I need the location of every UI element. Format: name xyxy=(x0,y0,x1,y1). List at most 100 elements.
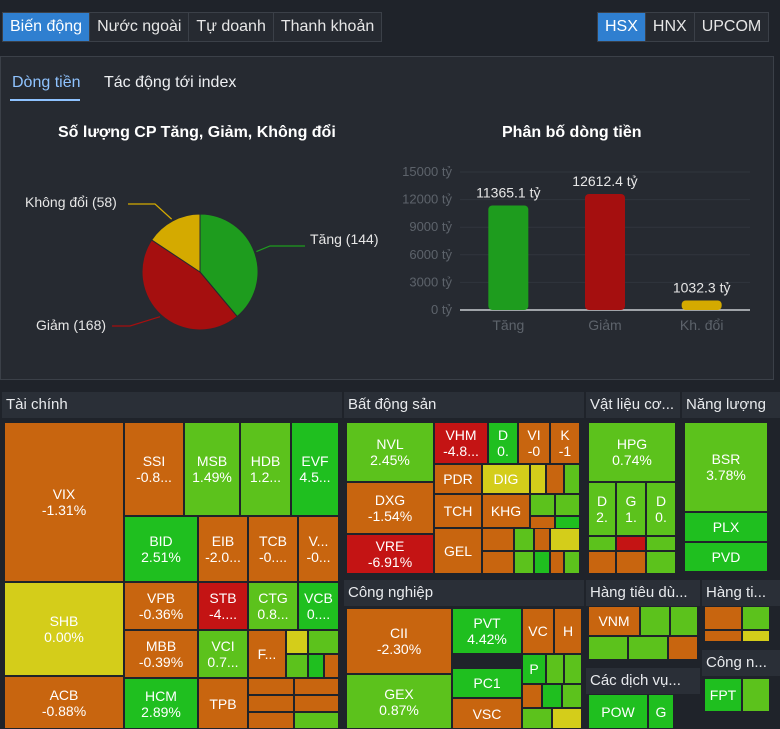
stock-tile[interactable]: D 0. xyxy=(646,482,676,536)
stock-tile-small[interactable] xyxy=(324,654,339,678)
stock-tile-small[interactable] xyxy=(308,630,339,654)
tab-tu-doanh[interactable]: Tự doanh xyxy=(189,13,274,41)
stock-tile[interactable]: GEX 0.87% xyxy=(346,674,452,729)
stock-tile[interactable]: VRE -6.91% xyxy=(346,534,434,574)
stock-tile-small[interactable] xyxy=(514,551,534,574)
stock-tile-small[interactable] xyxy=(530,464,546,494)
stock-tile[interactable]: PC1 xyxy=(452,668,522,698)
stock-tile-small[interactable] xyxy=(248,678,294,695)
stock-tile[interactable]: CTG 0.8... xyxy=(248,582,298,630)
stock-tile[interactable]: D 2. xyxy=(588,482,616,536)
stock-tile[interactable]: D 0. xyxy=(488,422,518,464)
stock-tile-small[interactable] xyxy=(534,551,550,574)
stock-tile[interactable]: VIX -1.31% xyxy=(4,422,124,582)
sector-title[interactable]: Bất động sản xyxy=(344,392,584,418)
stock-tile-small[interactable] xyxy=(294,695,339,712)
stock-tile[interactable]: VCI 0.7... xyxy=(198,630,248,678)
stock-tile[interactable]: KHG xyxy=(482,494,530,528)
tab-nuoc-ngoai[interactable]: Nước ngoài xyxy=(90,13,190,41)
stock-tile-small[interactable] xyxy=(616,551,646,574)
stock-tile-small[interactable] xyxy=(640,606,670,636)
stock-tile[interactable]: TCH xyxy=(434,494,482,528)
stock-tile-small[interactable] xyxy=(742,630,770,642)
sector-title[interactable]: Năng lượng xyxy=(682,392,780,418)
stock-tile-small[interactable] xyxy=(564,464,580,494)
stock-tile-small[interactable] xyxy=(704,630,742,642)
stock-tile[interactable]: VHM -4.8... xyxy=(434,422,488,464)
stock-tile[interactable]: BSR 3.78% xyxy=(684,422,768,512)
stock-tile[interactable]: SSI -0.8... xyxy=(124,422,184,516)
stock-tile[interactable]: PLX xyxy=(684,512,768,542)
stock-tile-small[interactable] xyxy=(542,684,562,708)
stock-tile[interactable]: F... xyxy=(248,630,286,678)
tab-thanh-khoan[interactable]: Thanh khoản xyxy=(273,13,382,41)
sector-title[interactable]: Hàng ti... xyxy=(702,580,780,606)
stock-tile[interactable]: VSC xyxy=(452,698,522,729)
stock-tile[interactable]: VPB -0.36% xyxy=(124,582,198,630)
stock-tile[interactable]: VC xyxy=(522,608,554,654)
stock-tile-small[interactable] xyxy=(546,464,564,494)
stock-tile-small[interactable] xyxy=(522,708,552,729)
stock-tile-small[interactable] xyxy=(742,678,770,712)
stock-tile-small[interactable] xyxy=(248,712,294,729)
stock-tile-small[interactable] xyxy=(514,528,534,551)
stock-tile[interactable]: PDR xyxy=(434,464,482,494)
tab-hsx[interactable]: HSX xyxy=(598,13,646,41)
stock-tile[interactable]: VI -0 xyxy=(518,422,550,464)
stock-tile-small[interactable] xyxy=(704,606,742,630)
stock-tile[interactable]: MBB -0.39% xyxy=(124,630,198,678)
stock-tile[interactable]: K -1 xyxy=(550,422,580,464)
stock-tile[interactable]: HDB 1.2... xyxy=(240,422,291,516)
stock-tile-small[interactable] xyxy=(646,536,676,551)
stock-tile[interactable]: DIG xyxy=(482,464,530,494)
sector-title[interactable]: Công nghiệp xyxy=(344,580,584,606)
stock-tile-small[interactable] xyxy=(530,494,555,516)
stock-tile[interactable]: BID 2.51% xyxy=(124,516,198,582)
stock-tile[interactable]: NVL 2.45% xyxy=(346,422,434,482)
stock-tile-small[interactable] xyxy=(550,551,564,574)
stock-tile[interactable]: EVF 4.5... xyxy=(291,422,339,516)
stock-tile-small[interactable] xyxy=(562,684,582,708)
stock-tile[interactable]: FPT xyxy=(704,678,742,712)
subtab-dong-tien[interactable]: Dòng tiền xyxy=(12,74,81,91)
stock-tile[interactable]: V... -0... xyxy=(298,516,339,582)
stock-tile-small[interactable] xyxy=(742,606,770,630)
stock-tile-small[interactable] xyxy=(294,712,339,729)
tab-bien-dong[interactable]: Biến động xyxy=(3,13,91,41)
stock-tile-small[interactable] xyxy=(286,630,308,654)
stock-tile-small[interactable] xyxy=(628,636,668,660)
stock-tile-small[interactable] xyxy=(646,551,676,574)
stock-tile-small[interactable] xyxy=(546,654,564,684)
stock-tile-small[interactable] xyxy=(522,684,542,708)
stock-tile[interactable]: HPG 0.74% xyxy=(588,422,676,482)
sector-title[interactable]: Hàng tiêu dù... xyxy=(586,580,700,606)
stock-tile-small[interactable] xyxy=(308,654,324,678)
stock-tile-small[interactable] xyxy=(564,551,580,574)
stock-tile[interactable]: DXG -1.54% xyxy=(346,482,434,534)
stock-tile-small[interactable] xyxy=(482,528,514,551)
stock-tile[interactable]: EIB -2.0... xyxy=(198,516,248,582)
stock-tile-small[interactable] xyxy=(534,528,550,551)
stock-tile-small[interactable] xyxy=(670,606,698,636)
stock-tile[interactable]: CII -2.30% xyxy=(346,608,452,674)
stock-tile-small[interactable] xyxy=(555,494,580,516)
stock-tile[interactable]: G xyxy=(648,694,674,729)
stock-tile-small[interactable] xyxy=(588,551,616,574)
stock-tile[interactable]: ACB -0.88% xyxy=(4,676,124,729)
stock-tile-small[interactable] xyxy=(248,695,294,712)
stock-tile[interactable]: VNM xyxy=(588,606,640,636)
stock-tile[interactable]: SHB 0.00% xyxy=(4,582,124,676)
stock-tile-small[interactable] xyxy=(616,536,646,551)
stock-tile[interactable]: MSB 1.49% xyxy=(184,422,240,516)
stock-tile-small[interactable] xyxy=(286,654,308,678)
sector-title[interactable]: Tài chính xyxy=(2,392,342,418)
stock-tile[interactable]: PVT 4.42% xyxy=(452,608,522,654)
stock-tile[interactable]: G 1. xyxy=(616,482,646,536)
stock-tile-small[interactable] xyxy=(482,551,514,574)
stock-tile-small[interactable] xyxy=(552,708,582,729)
stock-tile[interactable]: TCB -0.... xyxy=(248,516,298,582)
stock-tile[interactable]: P xyxy=(522,654,546,684)
stock-tile-small[interactable] xyxy=(550,528,580,551)
stock-tile[interactable]: TPB xyxy=(198,678,248,729)
stock-tile-small[interactable] xyxy=(588,636,628,660)
